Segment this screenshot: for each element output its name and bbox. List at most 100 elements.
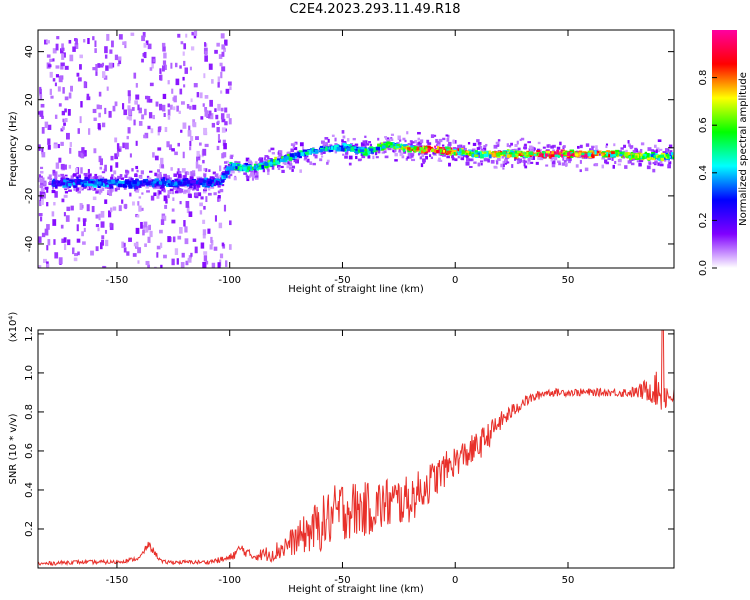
spectrogram-halo-cell (477, 141, 482, 145)
spectrogram-noise-cell (159, 229, 163, 234)
spectrogram-ridge-cell (83, 180, 88, 183)
spectrogram-noise-cell (187, 130, 192, 137)
spectrogram-noise-cell (124, 142, 129, 150)
spectrogram-noise-cell (38, 265, 42, 268)
spectrogram-halo-cell (314, 154, 318, 159)
spectrogram-halo-cell (110, 177, 114, 180)
spectrogram-ridge-cell (483, 151, 487, 154)
spectrogram-ridge-cell (642, 155, 645, 160)
spectrogram-halo-cell (579, 160, 582, 164)
spectrogram-noise-cell (137, 247, 142, 254)
spectrogram-halo-cell (591, 146, 594, 151)
spectrogram-noise-cell (186, 103, 190, 109)
spectrogram-halo-cell (192, 187, 195, 191)
spectrogram-noise-cell (46, 224, 50, 230)
spectrogram-halo-cell (483, 158, 488, 162)
spectrogram-noise-cell (128, 93, 131, 101)
spectrogram-noise-cell (47, 239, 51, 246)
spectrogram-halo-cell (169, 188, 174, 192)
spectrogram-ridge-cell (231, 162, 236, 167)
spectrogram-ridge-cell (85, 183, 90, 186)
spectrogram-noise-cell (79, 64, 82, 70)
spectrogram-noise-cell (99, 63, 104, 68)
spectrogram-halo-cell (407, 152, 412, 157)
spectrogram-ridge-cell (548, 155, 552, 159)
spectrogram-noise-cell (97, 63, 101, 68)
spectrogram-halo-cell (542, 146, 546, 149)
snr-ytick-label: 0.4 (24, 482, 35, 498)
spectrogram-halo-cell (207, 186, 211, 191)
spectrogram-halo-cell (584, 167, 589, 172)
spectrogram-noise-cell (41, 115, 44, 119)
spectrogram-noise-cell (42, 191, 46, 196)
spectrogram-halo-cell (251, 176, 255, 181)
spectrogram-halo-cell (95, 191, 99, 194)
spectrogram-ridge-cell (447, 150, 451, 155)
colorbar-tick-label: 0.6 (698, 117, 709, 133)
spectrogram-ridge-cell (427, 148, 430, 152)
spectrogram-halo-cell (628, 143, 631, 147)
spectrogram-halo-cell (125, 169, 128, 173)
spectrogram-halo-cell (364, 143, 367, 148)
spectrogram-halo-cell (306, 159, 310, 163)
spectrogram-noise-cell (48, 64, 52, 68)
spectrogram-halo-cell (187, 171, 190, 176)
spectrogram-noise-cell (157, 147, 162, 151)
spectrogram-ridge-cell (75, 178, 80, 181)
spectrogram-halo-cell (248, 175, 251, 178)
spectrogram-noise-cell (209, 244, 213, 250)
spectrogram-noise-cell (61, 198, 65, 203)
spectrogram-noise-cell (55, 162, 60, 169)
colorbar-ticks: 0.0 0.2 0.4 0.6 0.8 (698, 70, 717, 276)
spectrogram-noise-cell (174, 151, 178, 156)
spectrogram-halo-cell (442, 137, 446, 141)
spectrogram-ridge-cell (191, 179, 197, 184)
spectrogram-ridge-cell (228, 167, 232, 171)
spectrogram-ridge-cell (211, 184, 216, 187)
spectrogram-noise-cell (46, 54, 51, 58)
spectrogram-ridge-cell (601, 153, 604, 157)
spectrogram-ridge-cell (362, 151, 367, 156)
spectrogram-ridge-cell (433, 149, 437, 153)
spectrogram-noise-cell (216, 42, 220, 47)
snr-ytick-label: 1.2 (24, 326, 35, 342)
spectrogram-ridge-cell (171, 182, 174, 185)
spectrogram-noise-cell (69, 142, 72, 147)
spectrogram-ridge-cell (288, 157, 293, 161)
spectrogram-ridge-cell (72, 182, 77, 186)
spectrogram-halo-cell (77, 190, 81, 194)
spectrogram-noise-cell (86, 96, 91, 101)
spectrogram-noise-cell (171, 208, 175, 212)
spectrogram-noise-cell (182, 51, 185, 56)
spectrogram-halo-cell (430, 156, 434, 160)
spectrogram-ridge-cell (562, 151, 566, 154)
spectrogram-noise-cell (79, 116, 82, 124)
spectrogram-noise-cell (208, 110, 212, 116)
spectrogram-noise-cell (54, 191, 58, 198)
spectrogram-halo-cell (180, 175, 184, 179)
spectrogram-ridge-cell (489, 154, 492, 159)
spectrogram-ridge-cell (615, 152, 618, 156)
spectrogram-noise-cell (204, 168, 208, 172)
spectrogram-noise-cell (41, 127, 45, 134)
spectrogram-ridge-cell (362, 148, 367, 151)
spectrogram-noise-cell (163, 52, 167, 59)
spectrogram-halo-cell (493, 144, 498, 149)
spectrogram-halo-cell (210, 186, 215, 189)
spectrogram-noise-cell (63, 212, 66, 217)
spectrogram-halo-cell (254, 161, 258, 164)
spectrogram-halo-cell (135, 165, 139, 170)
spectrogram-halo-cell (516, 161, 520, 165)
spectrogram-noise-cell (154, 155, 159, 161)
spectrogram-noise-cell (217, 82, 220, 88)
spectrogram-halo-cell (207, 192, 212, 196)
spectrogram-ridge-cell (578, 150, 583, 154)
spectrogram-halo-cell (527, 141, 532, 144)
spectrogram-noise-cell (180, 41, 184, 45)
spectrogram-noise-cell (146, 95, 151, 103)
spectrogram-ridge-cell (135, 185, 139, 190)
spectrogram-ridge-cell (377, 143, 380, 147)
spectrogram-halo-cell (192, 173, 196, 177)
spectrogram-noise-cell (214, 108, 217, 112)
spectrogram-ridge-cell (510, 150, 515, 155)
